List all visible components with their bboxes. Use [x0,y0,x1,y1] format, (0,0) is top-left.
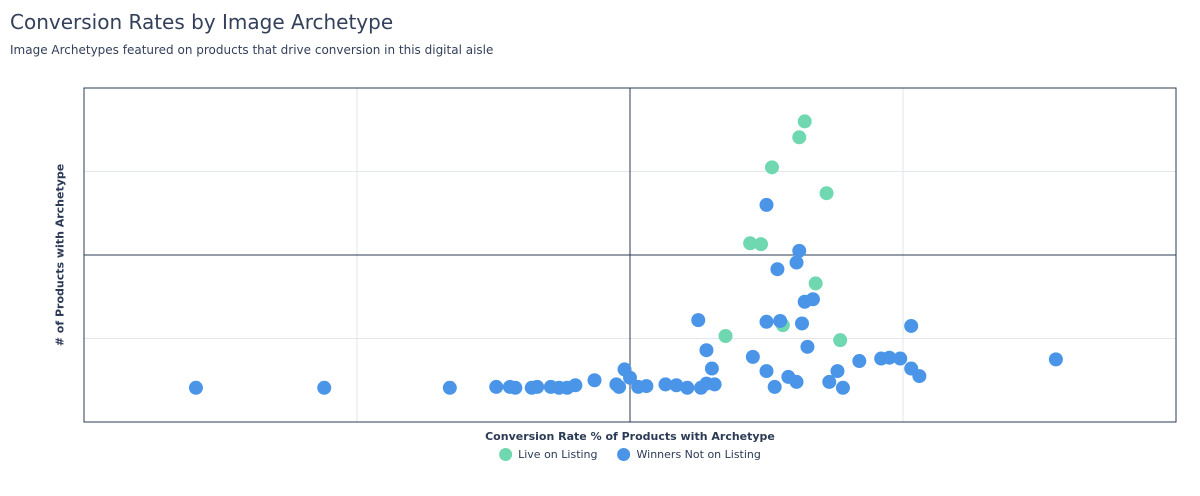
data-point-winners[interactable] [612,379,627,394]
data-point-winners[interactable] [707,377,722,392]
data-point-winners[interactable] [792,243,807,258]
chart-title: Conversion Rates by Image Archetype [10,10,394,34]
data-point-winners[interactable] [830,364,845,379]
data-point-live[interactable] [754,237,769,252]
data-point-winners[interactable] [680,380,695,395]
data-point-live[interactable] [797,114,812,129]
data-point-winners[interactable] [800,339,815,354]
data-point-winners[interactable] [530,379,545,394]
data-point-winners[interactable] [508,380,523,395]
data-point-live[interactable] [819,186,834,201]
data-point-winners[interactable] [822,374,837,389]
data-point-winners[interactable] [852,354,867,369]
legend-item-winners[interactable]: Winners Not on Listing [617,448,761,461]
legend-label-winners: Winners Not on Listing [636,448,761,461]
plot-frame [83,87,1177,423]
data-point-winners[interactable] [794,316,809,331]
data-point-winners[interactable] [669,378,684,393]
data-point-winners[interactable] [745,349,760,364]
data-point-winners[interactable] [904,318,919,333]
data-point-winners[interactable] [912,369,927,384]
data-point-winners[interactable] [658,377,673,392]
data-point-live[interactable] [833,333,848,348]
data-point-winners[interactable] [623,370,637,385]
data-point-winners[interactable] [805,292,820,307]
data-point-winners[interactable] [767,379,782,394]
data-point-winners[interactable] [442,380,457,395]
data-point-winners[interactable] [759,197,774,212]
data-point-live[interactable] [792,130,807,145]
data-point-winners[interactable] [893,351,908,366]
data-point-winners[interactable] [882,350,897,365]
legend-item-live[interactable]: Live on Listing [499,448,598,461]
data-point-winners[interactable] [1048,352,1063,367]
data-point-winners[interactable] [691,313,706,328]
data-point-winners[interactable] [770,262,785,277]
data-point-winners[interactable] [568,378,583,393]
legend-swatch-live [499,448,513,461]
data-point-winners[interactable] [835,380,850,395]
data-point-live[interactable] [718,328,733,343]
data-point-winners[interactable] [699,343,714,358]
data-point-live[interactable] [764,160,779,175]
data-point-winners[interactable] [317,380,332,395]
data-point-live[interactable] [743,236,758,251]
data-point-winners[interactable] [489,379,504,394]
data-point-winners[interactable] [639,379,654,394]
y-axis-label: # of Products with Archetype [53,163,67,347]
x-axis-label: Conversion Rate % of Products with Arche… [485,430,775,443]
data-point-winners[interactable] [587,373,602,388]
data-point-winners[interactable] [773,313,788,328]
data-point-winners[interactable] [704,361,719,376]
data-point-winners[interactable] [188,380,203,395]
data-point-live[interactable] [808,276,823,291]
legend-swatch-winners [617,448,631,461]
data-point-winners[interactable] [789,255,804,270]
data-point-winners[interactable] [759,364,774,379]
data-point-winners[interactable] [789,374,804,389]
legend-label-live: Live on Listing [518,448,598,461]
legend: Live on Listing Winners Not on Listing [499,448,761,461]
chart-subtitle: Image Archetypes featured on products th… [10,43,494,57]
data-point-winners[interactable] [759,314,774,329]
data-points [188,114,1063,395]
